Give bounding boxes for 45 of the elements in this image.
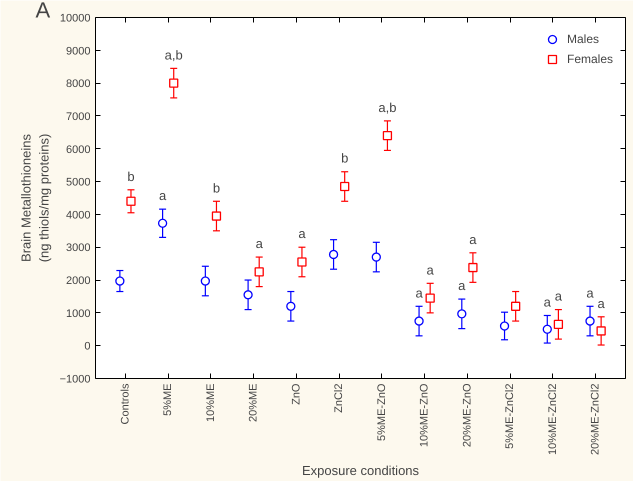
data-label: b — [127, 168, 135, 184]
x-tick-label: 5%ME — [162, 383, 174, 416]
x-tick-label: 20%ME — [248, 383, 260, 422]
data-label: b — [341, 150, 348, 166]
text: A — [36, 0, 50, 22]
x-tick-label: 10%ME-ZnCl2 — [546, 383, 559, 456]
data-label: a — [586, 285, 594, 300]
data-label: a,b — [378, 100, 396, 115]
x-tick-label: ZnCl2 — [333, 384, 346, 413]
x-tick-label: ZnO — [290, 383, 302, 405]
data-label: a — [458, 278, 466, 294]
legend-label: Males — [566, 32, 599, 46]
y-axis-title: Brain Metallothioneins (ng thiols/mg proteins) — [18, 134, 52, 262]
data-label: a — [256, 236, 264, 252]
data-label: a — [415, 285, 424, 300]
y-tick-label: 0 — [84, 340, 91, 353]
y-tick-label: 2000 — [66, 275, 91, 288]
x-tick-label: 20%ME-ZnCl2 — [590, 383, 602, 456]
x-tick-label: 20%ME-ZnO — [461, 383, 474, 448]
y-tick-label: 4000 — [66, 209, 91, 222]
data-label: a — [598, 296, 606, 311]
legend-label: Females — [566, 52, 613, 66]
x-tick-label: Controls — [119, 383, 132, 424]
y-tick-label: 5000 — [66, 176, 91, 189]
data-label: a — [298, 226, 306, 242]
y-tick-label: 8000 — [66, 78, 91, 90]
data-label: a — [544, 294, 552, 310]
data-label: a,b — [164, 47, 183, 62]
x-axis-title: Exposure conditions — [302, 463, 420, 478]
y-tick-label: 1000 — [66, 308, 91, 320]
data-label: b — [212, 180, 220, 196]
y-tick-label: 9000 — [66, 45, 91, 58]
y-tick-label: 3000 — [66, 242, 91, 254]
y-tick-label: 6000 — [66, 144, 91, 156]
x-tick-label: 5%ME-ZnO — [376, 383, 388, 441]
x-tick-label: 5%ME-ZnCl2 — [504, 384, 516, 449]
y-tick-label: 7000 — [66, 110, 91, 123]
y-tick-label: 10000 — [60, 12, 91, 24]
x-tick-label: 10%ME-ZnO — [418, 383, 431, 448]
x-tick-label: 10%ME — [204, 383, 217, 422]
y-tick-label: −1000 — [60, 374, 91, 386]
data-label: a — [426, 262, 435, 278]
data-label: a — [554, 288, 563, 304]
data-label: a — [469, 232, 478, 247]
data-label: a — [158, 188, 167, 204]
